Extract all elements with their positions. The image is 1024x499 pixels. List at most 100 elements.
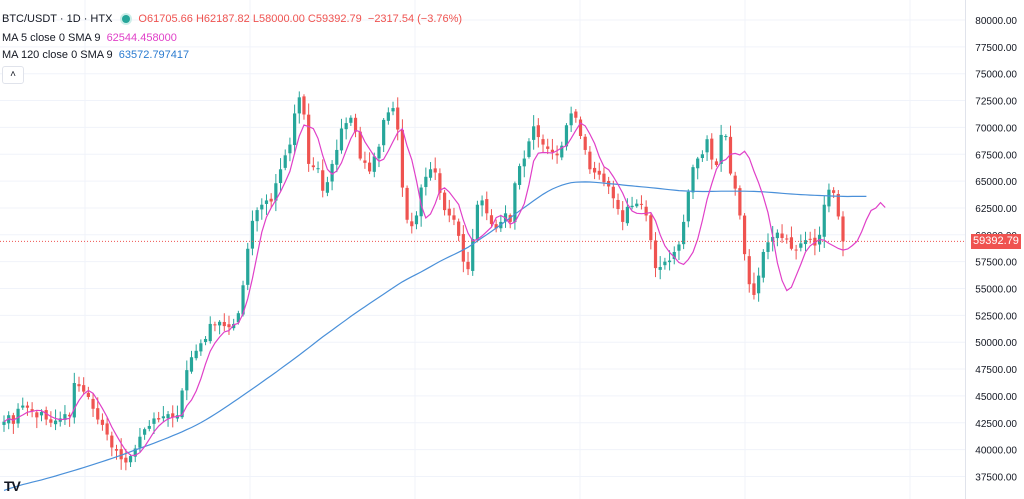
candle [382, 117, 386, 153]
candle [775, 229, 779, 247]
candle [597, 162, 601, 180]
candle [344, 117, 348, 140]
candle-body [541, 139, 545, 145]
candle [325, 176, 330, 197]
candle-body [171, 413, 175, 418]
candle-body [560, 145, 564, 158]
candle-body [794, 249, 798, 251]
candle-body [218, 321, 222, 326]
candle [475, 200, 480, 243]
candle-body [222, 322, 226, 327]
candle-body [799, 243, 803, 248]
candle-body [442, 192, 447, 211]
candle [363, 151, 367, 169]
candle [82, 377, 86, 395]
candle-body [696, 158, 700, 169]
candle-body [96, 408, 100, 420]
candle [733, 171, 737, 196]
candle-body [278, 169, 283, 184]
candle-body [39, 412, 44, 416]
candle-body [616, 199, 620, 210]
candle-body [293, 113, 297, 146]
candle [621, 201, 625, 231]
candle-body [555, 153, 559, 156]
candle-body [232, 323, 236, 329]
candle [377, 143, 381, 168]
candle-body [410, 221, 414, 227]
candle [607, 176, 611, 195]
candle-body [757, 275, 761, 294]
candle [283, 149, 287, 171]
ma5-line [3, 122, 886, 457]
candle-body [143, 429, 147, 435]
candle-body [161, 416, 165, 419]
candle-body [302, 96, 306, 115]
candle [227, 315, 231, 335]
candle [391, 101, 395, 116]
candle [367, 152, 372, 175]
candle [611, 180, 615, 209]
symbol-title[interactable]: BTC/USDT · 1D · HTX [2, 13, 113, 25]
candle-body [471, 239, 475, 271]
candle-body [349, 117, 353, 123]
candle [400, 119, 405, 197]
candle-body [536, 125, 540, 138]
candle-body [742, 215, 747, 255]
candle-body [649, 215, 653, 241]
moving-averages [3, 122, 886, 491]
candle [682, 214, 686, 250]
candle [442, 189, 447, 216]
candle [293, 104, 297, 155]
candle-body [592, 167, 597, 173]
candle [86, 386, 90, 400]
collapse-legend-button[interactable]: ˄ [2, 66, 24, 84]
candle-body [311, 165, 315, 168]
chevron-up-icon: ˄ [10, 69, 16, 80]
price-tick-label: 55000.00 [975, 285, 1017, 296]
candle [152, 412, 156, 434]
price-tick-label: 65000.00 [975, 177, 1017, 188]
candle [822, 195, 826, 248]
candle-body [7, 415, 11, 424]
candle-body [2, 421, 6, 425]
candle-body [789, 237, 794, 249]
candle [583, 134, 587, 155]
candle-body [53, 420, 58, 425]
candle [433, 157, 437, 181]
candle-body [414, 215, 419, 225]
candle-body [391, 108, 395, 112]
candle [780, 224, 784, 243]
candle [508, 213, 512, 229]
market-status-icon [122, 15, 131, 23]
candle-body [208, 323, 212, 342]
candle [836, 190, 840, 220]
candle-body [72, 383, 76, 418]
candle-body [335, 149, 339, 165]
candle [213, 321, 217, 332]
candle [424, 167, 428, 196]
candle-body [353, 117, 358, 132]
candle [466, 251, 470, 276]
candle-body [325, 182, 330, 193]
candle [794, 244, 798, 260]
candle-body [480, 200, 484, 206]
candle [742, 213, 747, 261]
candle-body [752, 283, 756, 295]
candle-body [517, 166, 522, 185]
candle-body [405, 187, 409, 220]
candle [349, 115, 353, 126]
candle-body [344, 123, 348, 130]
price-tick-label: 62500.00 [975, 204, 1017, 215]
ma120-legend[interactable]: MA 120 close 0 SMA 9 63572.797417 [2, 48, 189, 62]
candle [653, 232, 658, 278]
candle [16, 403, 20, 428]
ma5-legend[interactable]: MA 5 close 0 SMA 9 62544.458000 [2, 31, 177, 45]
close-value: 59392.79 [315, 13, 362, 25]
candle [550, 138, 554, 160]
candle [527, 138, 531, 159]
candle [143, 427, 147, 440]
price-tick-label: 67500.00 [975, 150, 1017, 161]
candle-body [110, 435, 114, 448]
ma5-label: MA 5 close 0 SMA 9 [2, 32, 101, 44]
